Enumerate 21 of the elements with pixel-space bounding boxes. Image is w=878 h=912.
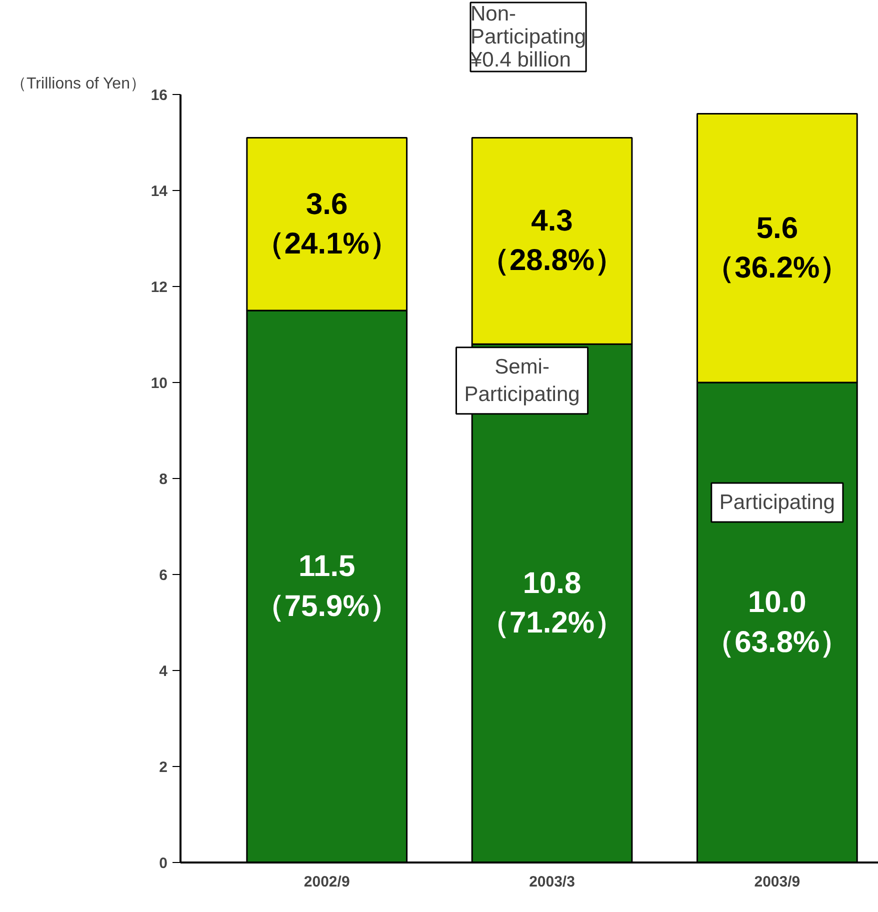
x-tick-label: 2002/9	[304, 874, 350, 890]
data-label: 5.6 （36.2%）	[704, 212, 850, 284]
x-tick-label: 2003/3	[529, 874, 575, 890]
series-label: Semi- Participating	[464, 355, 580, 406]
y-tick-label: 10	[150, 375, 168, 392]
y-tick-label: 0	[159, 855, 168, 872]
x-tick-label: 2003/9	[754, 874, 800, 890]
series-label: Participating	[719, 491, 835, 514]
y-tick-label: 16	[150, 87, 168, 104]
data-label: 10.8 （71.2%）	[479, 567, 625, 640]
y-tick-label: 2	[159, 759, 168, 776]
data-label: 11.5 （75.9%）	[254, 550, 400, 623]
y-tick-label: 4	[159, 663, 168, 680]
y-tick-label: 14	[150, 183, 168, 200]
data-label: 3.6 （24.1%）	[254, 188, 400, 260]
y-tick-label: 12	[150, 279, 168, 296]
y-tick-label: 6	[159, 567, 168, 584]
y-tick-label: 8	[159, 471, 168, 488]
y-axis-title: （Trillions of Yen）	[10, 76, 146, 92]
data-label: 10.0 （63.8%）	[704, 586, 850, 659]
data-label: 4.3 （28.8%）	[479, 204, 625, 278]
